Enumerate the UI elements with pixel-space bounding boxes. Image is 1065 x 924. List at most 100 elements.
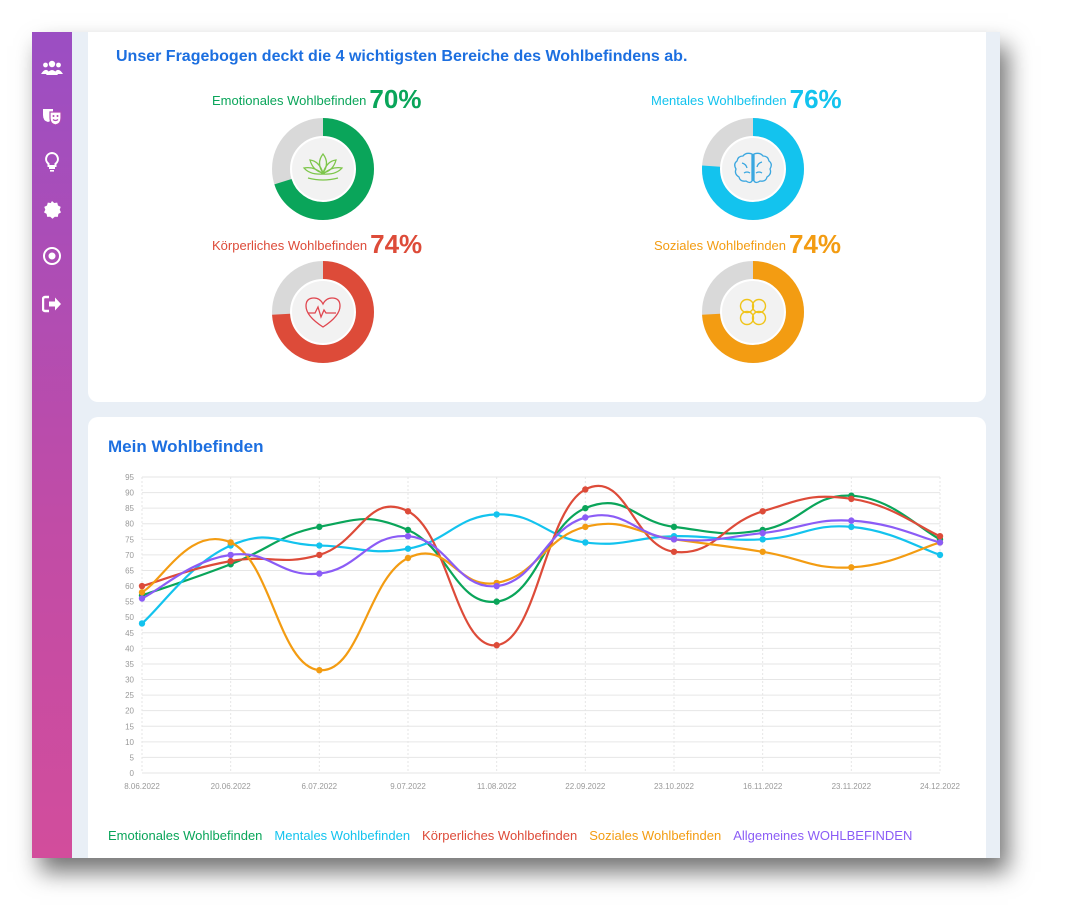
data-point: [138, 589, 146, 596]
gauge-label: Mentales Wohlbefinden: [651, 93, 787, 108]
lotus-icon: [302, 152, 344, 181]
data-point: [670, 523, 678, 531]
y-tick-label: 60: [125, 582, 134, 591]
data-point: [582, 523, 589, 531]
masks-icon[interactable]: [40, 104, 64, 128]
x-tick-label: 20.06.2022: [211, 782, 252, 791]
gauge-label: Soziales Wohlbefinden: [654, 238, 787, 253]
data-point: [582, 539, 589, 546]
legend-item-social[interactable]: Soziales Wohlbefinden: [589, 828, 722, 843]
y-tick-label: 70: [125, 551, 134, 560]
y-tick-label: 0: [130, 769, 135, 778]
legend-item-overall[interactable]: Allgemeines WOHLBEFINDEN: [733, 828, 913, 843]
gauge-label: Körperliches Wohlbefinden: [212, 238, 368, 253]
x-tick-label: 23.11.2022: [832, 782, 872, 791]
y-tick-label: 20: [125, 707, 134, 716]
data-point: [227, 539, 234, 546]
y-tick-label: 40: [125, 644, 134, 653]
data-point: [493, 582, 500, 590]
y-tick-label: 90: [125, 489, 134, 498]
y-tick-label: 15: [125, 722, 134, 731]
data-point: [582, 514, 589, 521]
chart-legend: Emotionales Wohlbefinden Mentales Wohlbe…: [108, 828, 912, 843]
clover-icon: [739, 298, 767, 326]
data-point: [493, 511, 500, 518]
data-point: [582, 486, 589, 493]
series-line: [141, 513, 941, 625]
categories-card: Unser Fragebogen deckt die 4 wichtigsten…: [88, 32, 986, 402]
x-tick-label: 11.08.2022: [477, 782, 517, 791]
gauge-label: Emotionales Wohlbefinden: [212, 93, 367, 108]
gauge-physical: [268, 257, 378, 367]
target-icon[interactable]: [40, 244, 64, 268]
legend-item-emotional[interactable]: Emotionales Wohlbefinden: [108, 828, 263, 843]
users-icon[interactable]: [40, 56, 64, 80]
sidebar: [32, 32, 72, 858]
gauge-title-social: Soziales Wohlbefinden 74%: [654, 229, 841, 260]
x-tick-label: 23.10.2022: [654, 782, 695, 791]
y-tick-label: 65: [125, 566, 134, 575]
data-point: [138, 620, 146, 627]
page-headline: Unser Fragebogen deckt die 4 wichtigsten…: [116, 48, 688, 65]
data-point: [227, 551, 234, 559]
data-point: [227, 557, 234, 565]
data-point: [670, 536, 678, 543]
gauge-title-physical: Körperliches Wohlbefinden 74%: [212, 229, 422, 260]
data-point: [493, 598, 500, 605]
y-tick-label: 55: [125, 598, 134, 607]
data-point: [936, 539, 944, 546]
data-point: [138, 582, 146, 590]
y-tick-label: 85: [125, 504, 134, 513]
data-point: [316, 551, 323, 559]
data-point: [493, 642, 500, 649]
heart-pulse-icon: [305, 297, 341, 328]
gauge-percent: 70%: [369, 84, 422, 114]
x-tick-label: 22.09.2022: [565, 782, 606, 791]
data-point: [759, 508, 766, 515]
data-point: [848, 564, 855, 571]
x-tick-label: 8.06.2022: [124, 782, 160, 791]
y-tick-label: 50: [125, 613, 134, 622]
data-point: [404, 533, 412, 540]
gauge-title-emotional: Emotionales Wohlbefinden 70%: [212, 84, 421, 115]
x-tick-label: 6.07.2022: [302, 782, 338, 791]
x-tick-label: 24.12.2022: [920, 782, 961, 791]
sign-out-icon[interactable]: [40, 292, 64, 316]
data-point: [582, 504, 589, 512]
y-tick-label: 80: [125, 520, 134, 529]
data-point: [404, 554, 412, 562]
y-tick-label: 75: [125, 535, 134, 544]
gauge-emotional: [268, 114, 378, 224]
data-point: [316, 523, 323, 531]
badge-icon[interactable]: [40, 198, 64, 222]
brain-icon: [734, 152, 772, 184]
legend-item-physical[interactable]: Körperliches Wohlbefinden: [422, 828, 578, 843]
gauge-percent: 76%: [789, 84, 842, 114]
gauge-social: [698, 257, 808, 367]
y-tick-label: 35: [125, 660, 134, 669]
legend-item-mental[interactable]: Mentales Wohlbefinden: [274, 828, 411, 843]
series-line: [141, 494, 941, 603]
data-point: [138, 595, 146, 602]
series-line: [141, 485, 941, 647]
data-point: [404, 526, 412, 534]
gauge-percent: 74%: [370, 229, 423, 259]
chart-card: Mein Wohlbefinden 0 5 10 15 20 25 30 35 40 45 50 55…: [88, 417, 986, 858]
y-tick-label: 30: [125, 676, 134, 685]
lightbulb-icon[interactable]: [40, 150, 64, 174]
gauge-title-mental: Mentales Wohlbefinden 76%: [651, 84, 842, 115]
y-tick-label: 10: [125, 738, 134, 747]
data-point: [316, 666, 323, 674]
data-point: [936, 533, 944, 540]
data-point: [404, 508, 412, 515]
data-point: [316, 570, 323, 577]
data-point: [759, 529, 766, 537]
y-tick-label: 25: [125, 691, 134, 700]
x-tick-label: 16.11.2022: [743, 782, 783, 791]
series-line: [141, 514, 941, 600]
data-point: [848, 495, 855, 503]
gauge-percent: 74%: [789, 229, 842, 259]
y-tick-label: 5: [130, 753, 135, 762]
y-tick-label: 45: [125, 629, 134, 638]
data-point: [936, 551, 944, 559]
